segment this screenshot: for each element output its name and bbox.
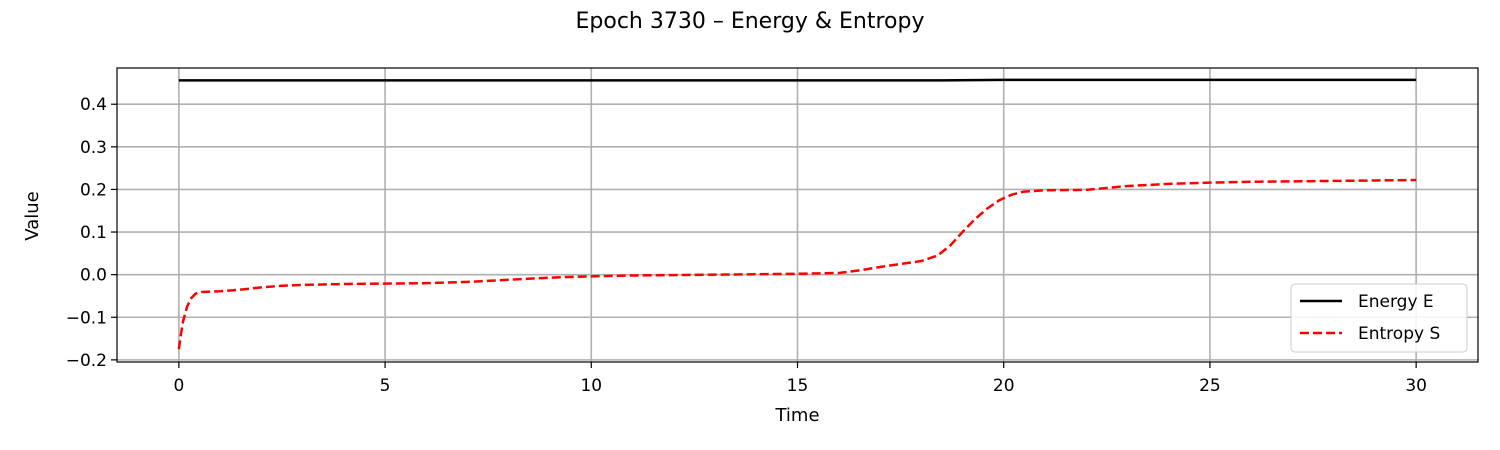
legend: Energy E Entropy S	[1290, 283, 1468, 353]
y-axis-title: Value	[22, 191, 43, 240]
axis-ticks: 0 5 10 15 20 25 30 −0.2 −0.1 0.0 0.1 0.2 0.3 0.4	[66, 95, 1427, 396]
x-tick-label: 10	[580, 376, 602, 396]
y-tick-label: 0.3	[80, 138, 107, 158]
legend-label-energy: Energy E	[1358, 292, 1434, 312]
y-tick-label: 0.4	[80, 95, 107, 115]
plot-series	[177, 78, 1417, 350]
x-tick-label: 20	[993, 376, 1015, 396]
x-axis-title: Time	[774, 405, 819, 426]
x-tick-label: 30	[1405, 376, 1427, 396]
x-tick-label: 0	[173, 376, 184, 396]
y-tick-label: −0.1	[66, 308, 107, 328]
x-tick-label: 15	[787, 376, 809, 396]
legend-label-entropy: Entropy S	[1358, 324, 1440, 344]
y-tick-label: −0.2	[66, 351, 107, 371]
series-line-entropy-s	[177, 178, 1417, 350]
y-tick-label: 0.0	[80, 266, 107, 286]
x-tick-label: 25	[1199, 376, 1221, 396]
grid-lines	[117, 68, 1478, 362]
y-tick-label: 0.1	[80, 223, 107, 243]
chart-title: Epoch 3730 – Energy & Entropy	[576, 9, 925, 34]
y-tick-label: 0.2	[80, 180, 107, 200]
x-tick-label: 5	[380, 376, 391, 396]
